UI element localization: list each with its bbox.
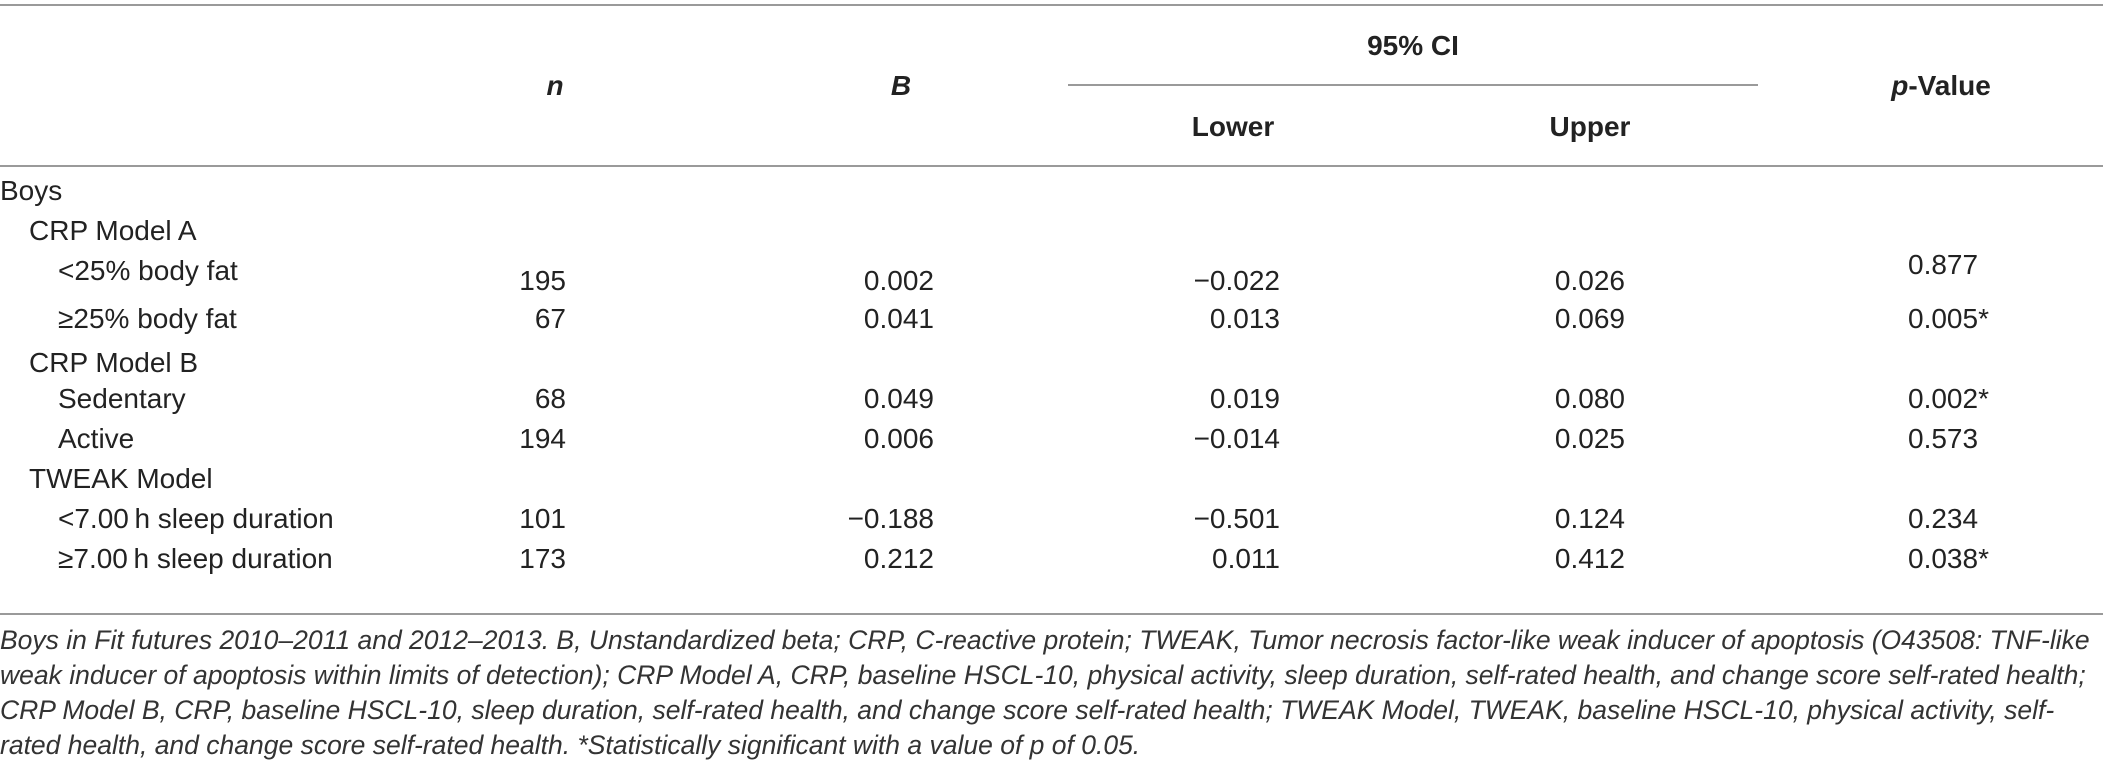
cell-p-value: 0.002* [1908,383,1989,414]
cell-n: 68 [534,383,566,414]
header-lower: Lower [1191,111,1275,142]
row-label: ≥25% body fat [58,303,237,334]
table-top-rule [0,4,2103,6]
cell-lower: 0.011 [1212,543,1280,574]
row-label: CRP Model B [29,347,199,378]
cell-b: 0.049 [863,383,934,414]
cell-upper: 0.025 [1554,423,1625,454]
cell-lower: 0.019 [1209,383,1280,414]
cell-upper: 0.069 [1554,303,1625,334]
cell-b: 0.041 [863,303,934,334]
cell-p-value: 0.234 [1908,503,1979,534]
table-bottom-rule [0,613,2103,615]
cell-p-value: 0.005* [1908,303,1989,334]
cell-upper: 0.124 [1554,503,1625,534]
cell-b: 0.212 [863,543,934,574]
cell-p-value: 0.573 [1908,423,1979,454]
cell-p-value: 0.877 [1908,249,1979,280]
cell-p-value: 0.038* [1908,543,1989,574]
cell-lower: −0.501 [1193,503,1280,534]
header-p-value: p-Value [1891,70,1991,101]
cell-upper: 0.026 [1554,265,1625,296]
cell-lower: 0.013 [1209,303,1280,334]
cell-upper: 0.080 [1554,383,1625,414]
header-b: B [890,70,912,101]
cell-n: 173 [519,543,566,574]
cell-lower: −0.022 [1193,265,1280,296]
cell-lower: −0.014 [1193,423,1280,454]
cell-b: 0.002 [863,265,934,296]
row-label: Boys [0,175,63,206]
row-label: <7.00 h sleep duration [58,503,334,534]
ci-span-rule [1068,84,1758,86]
cell-n: 101 [519,503,566,534]
table-footnote: Boys in Fit futures 2010–2011 and 2012–2… [0,625,2090,760]
cell-n: 195 [519,265,566,296]
row-label: Sedentary [58,383,186,414]
row-label: CRP Model A [29,215,197,246]
row-label: ≥7.00 h sleep duration [58,543,333,574]
cell-b: 0.006 [863,423,934,454]
header-bottom-rule [0,165,2103,167]
cell-upper: 0.412 [1554,543,1625,574]
cell-b: −0.188 [847,503,934,534]
row-label: Active [58,423,135,454]
row-label: TWEAK Model [29,463,213,494]
header-upper: Upper [1549,111,1631,142]
row-label: <25% body fat [58,255,238,286]
header-n: n [546,70,564,101]
header-ci: 95% CI [1367,30,1459,61]
cell-n: 194 [519,423,566,454]
cell-n: 67 [534,303,566,334]
